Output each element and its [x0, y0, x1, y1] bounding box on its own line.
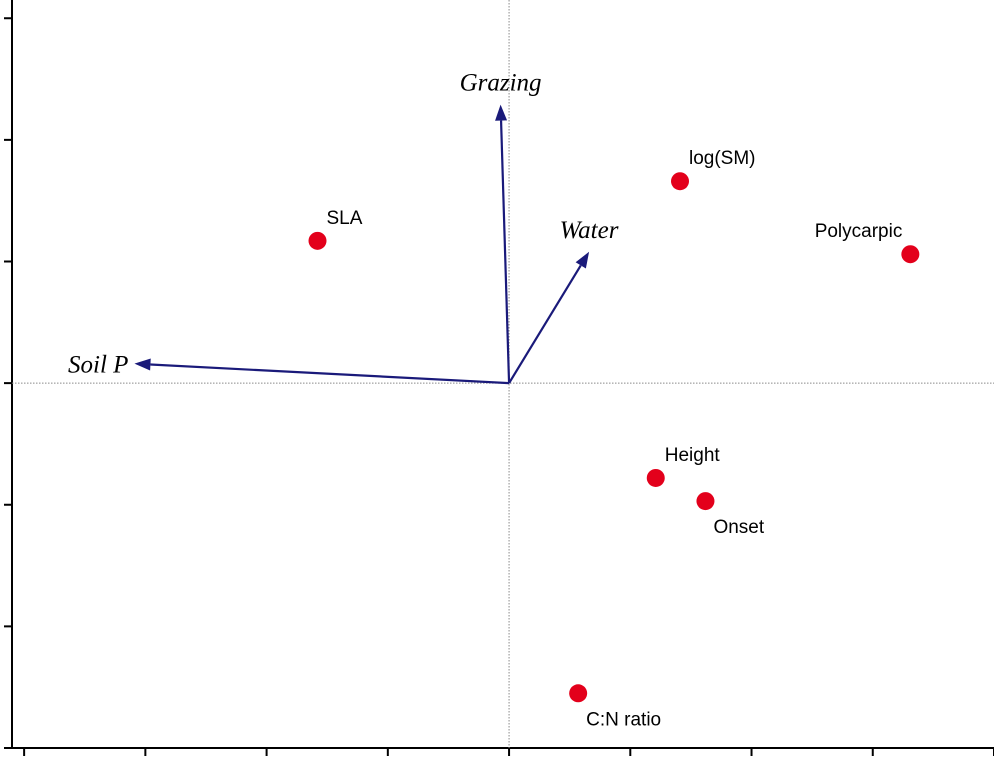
- arrow-label: Water: [560, 217, 619, 244]
- arrow-head: [575, 251, 590, 269]
- trait-point-height: Height: [646, 445, 721, 487]
- axes: [4, 0, 994, 756]
- point-label: Height: [665, 445, 721, 466]
- point-label: C:N ratio: [586, 709, 661, 730]
- trait-point-polycarpic: Polycarpic: [815, 221, 920, 264]
- trait-point-sla: SLA: [308, 208, 363, 250]
- point-marker: [671, 172, 690, 191]
- point-label: Polycarpic: [815, 221, 903, 242]
- point-label: Onset: [713, 517, 764, 538]
- point-marker: [646, 468, 665, 487]
- env-arrow-soil-p: Soil P: [68, 352, 510, 385]
- trait-point-onset: Onset: [696, 492, 765, 538]
- trait-points: SLA log(SM) Polycarpic Height Onset C:N ratio: [308, 148, 920, 730]
- point-marker: [308, 231, 327, 250]
- trait-point-c-n-ratio: C:N ratio: [569, 684, 661, 730]
- point-marker: [696, 492, 715, 511]
- environment-arrows: Grazing Water Soil P: [68, 70, 619, 385]
- point-label: SLA: [327, 208, 363, 229]
- arrow-shaft: [499, 120, 511, 384]
- trait-point-log-sm-: log(SM): [671, 148, 756, 191]
- point-marker: [569, 684, 588, 703]
- env-arrow-grazing: Grazing: [460, 70, 542, 384]
- arrow-head: [134, 358, 151, 371]
- point-marker: [901, 245, 920, 264]
- arrow-label: Grazing: [460, 70, 542, 97]
- arrow-shaft: [150, 363, 510, 385]
- arrow-label: Soil P: [68, 352, 128, 379]
- arrow-head: [495, 104, 508, 121]
- arrow-shaft: [508, 264, 582, 384]
- env-arrow-water: Water: [508, 217, 619, 384]
- point-label: log(SM): [689, 148, 756, 169]
